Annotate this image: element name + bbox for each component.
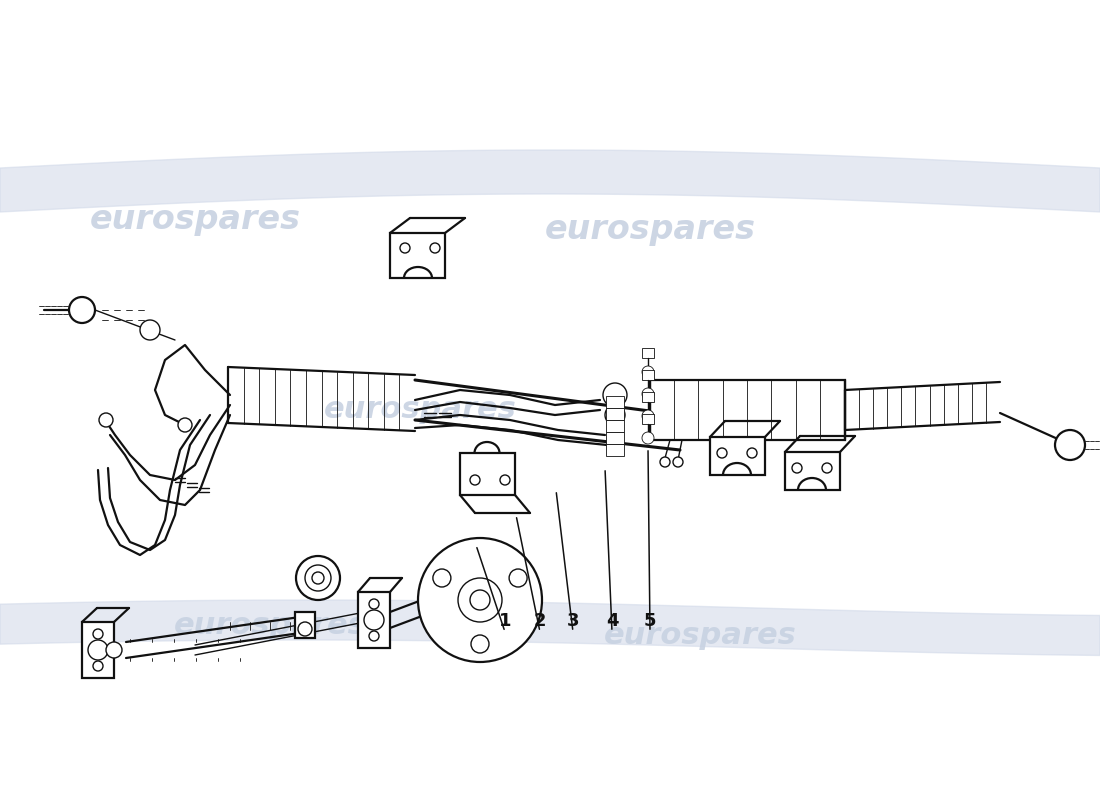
- Circle shape: [642, 388, 654, 400]
- Bar: [642, 414, 654, 424]
- Text: eurospares: eurospares: [604, 621, 796, 650]
- Bar: [606, 432, 624, 444]
- Circle shape: [642, 366, 654, 378]
- Circle shape: [458, 578, 502, 622]
- Bar: [295, 612, 315, 638]
- Bar: [82, 622, 114, 678]
- Bar: [606, 408, 624, 420]
- Bar: [642, 348, 654, 358]
- Circle shape: [471, 635, 490, 653]
- Circle shape: [296, 556, 340, 600]
- Circle shape: [418, 538, 542, 662]
- Circle shape: [364, 610, 384, 630]
- Circle shape: [69, 297, 95, 323]
- Text: eurospares: eurospares: [174, 610, 366, 639]
- Bar: [606, 420, 624, 432]
- Circle shape: [673, 457, 683, 467]
- Circle shape: [140, 320, 159, 340]
- Circle shape: [717, 448, 727, 458]
- Circle shape: [792, 463, 802, 473]
- Circle shape: [500, 475, 510, 485]
- Text: 2: 2: [534, 612, 547, 630]
- Bar: [358, 592, 390, 648]
- Bar: [785, 452, 840, 490]
- Circle shape: [368, 599, 379, 609]
- Bar: [642, 370, 654, 380]
- Text: 1: 1: [498, 612, 512, 630]
- Text: eurospares: eurospares: [323, 395, 516, 425]
- Circle shape: [605, 405, 625, 425]
- Circle shape: [470, 475, 480, 485]
- Circle shape: [178, 418, 192, 432]
- Text: 5: 5: [644, 612, 657, 630]
- Circle shape: [106, 642, 122, 658]
- Bar: [642, 392, 654, 402]
- Circle shape: [642, 432, 654, 444]
- Circle shape: [470, 590, 490, 610]
- Bar: [606, 444, 624, 456]
- Circle shape: [660, 457, 670, 467]
- Circle shape: [747, 448, 757, 458]
- Bar: [460, 453, 515, 495]
- Circle shape: [509, 569, 527, 587]
- Text: eurospares: eurospares: [544, 214, 756, 246]
- Circle shape: [99, 413, 113, 427]
- Circle shape: [94, 661, 103, 671]
- Circle shape: [603, 383, 627, 407]
- Circle shape: [94, 629, 103, 639]
- Text: eurospares: eurospares: [89, 203, 300, 237]
- Circle shape: [642, 410, 654, 422]
- Circle shape: [368, 631, 379, 641]
- Circle shape: [433, 569, 451, 587]
- Bar: [710, 437, 764, 475]
- Circle shape: [430, 243, 440, 253]
- Text: 3: 3: [566, 612, 580, 630]
- Circle shape: [400, 243, 410, 253]
- Circle shape: [822, 463, 832, 473]
- Circle shape: [88, 640, 108, 660]
- Bar: [606, 396, 624, 408]
- Circle shape: [298, 622, 312, 636]
- Bar: [650, 380, 845, 440]
- Circle shape: [1055, 430, 1085, 460]
- Circle shape: [305, 565, 331, 591]
- Circle shape: [312, 572, 324, 584]
- Bar: [390, 233, 446, 278]
- Text: 4: 4: [606, 612, 618, 630]
